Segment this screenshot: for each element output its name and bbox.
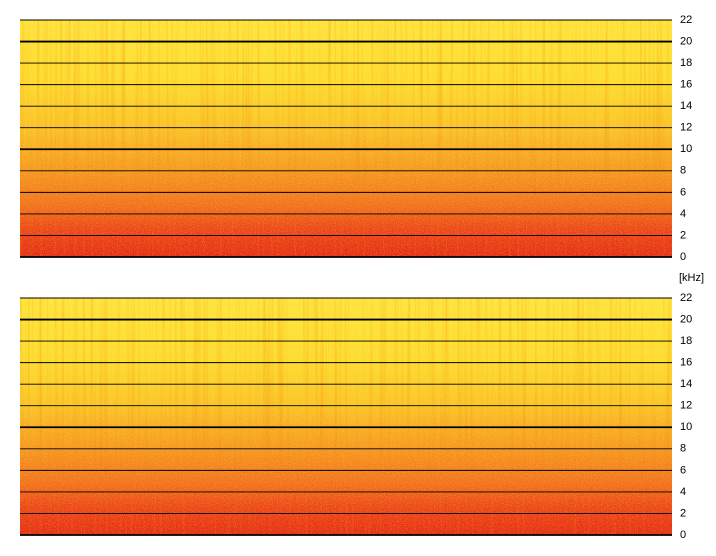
- spectrogram-grain: [20, 20, 672, 257]
- y-tick-label: 20: [680, 35, 692, 47]
- y-tick-label: 16: [680, 357, 692, 369]
- y-tick-label: 0: [680, 251, 686, 263]
- y-tick-label: 6: [680, 464, 686, 476]
- y-tick-label: 14: [680, 378, 692, 390]
- y-tick-label: 12: [680, 122, 692, 134]
- y-tick-label: 2: [680, 507, 686, 519]
- y-tick-label: 4: [680, 208, 686, 220]
- y-tick-label: 10: [680, 143, 692, 155]
- y-tick-label: 22: [680, 292, 692, 304]
- y-tick-label: 18: [680, 335, 692, 347]
- y-tick-label: 10: [680, 421, 692, 433]
- y-tick-label: 4: [680, 486, 686, 498]
- y-tick-label: 20: [680, 313, 692, 325]
- y-tick-label: 16: [680, 79, 692, 91]
- y-tick-label: 6: [680, 186, 686, 198]
- y-tick-label: 14: [680, 100, 692, 112]
- y-tick-label: 0: [680, 529, 686, 541]
- y-tick-label: 8: [680, 165, 686, 177]
- y-tick-label: 18: [680, 57, 692, 69]
- y-tick-label: 8: [680, 443, 686, 455]
- y-axis-label: [kHz]: [679, 272, 704, 284]
- y-tick-label: 2: [680, 229, 686, 241]
- y-tick-label: 22: [680, 14, 692, 26]
- spectrogram-grain: [20, 298, 672, 535]
- y-tick-label: 12: [680, 400, 692, 412]
